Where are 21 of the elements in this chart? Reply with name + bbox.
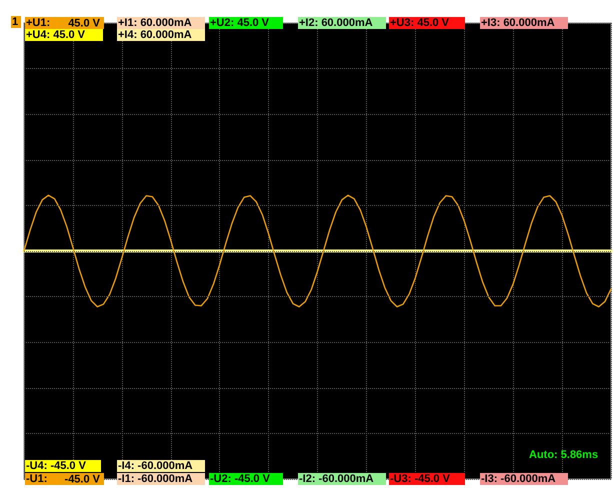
annotation: +I2: 60.000mA xyxy=(299,17,373,29)
text: 1 xyxy=(12,16,18,28)
annotation: +I3: 60.000mA xyxy=(481,17,555,29)
annotation: -U3: -45.0 V xyxy=(390,473,451,485)
annotation: Auto: 5.86ms xyxy=(529,449,598,461)
annotation: -I4: -60.000mA xyxy=(118,460,193,472)
line-series xyxy=(23,194,612,308)
annotation: +U2: 45.0 V xyxy=(210,17,270,29)
y-tick-label: -45.0 V xyxy=(64,474,101,486)
annotation: +U4: 45.0 V xyxy=(26,29,86,41)
annotation: +U1: xyxy=(26,17,50,29)
annotation: +I4: 60.000mA xyxy=(118,29,192,41)
annotation: -U1: xyxy=(26,473,48,485)
annotation: +I1: 60.000mA xyxy=(118,17,192,29)
annotation: -I1: -60.000mA xyxy=(118,473,193,485)
annotation: +U3: 45.0 V xyxy=(390,17,450,29)
annotation: -I2: -60.000mA xyxy=(299,473,374,485)
annotation: -I3: -60.000mA xyxy=(481,473,556,485)
y-tick-label: 45.0 V xyxy=(68,18,101,30)
annotation: -U2: -45.0 V xyxy=(210,473,271,485)
annotation: -U4: -45.0 V xyxy=(26,460,87,472)
